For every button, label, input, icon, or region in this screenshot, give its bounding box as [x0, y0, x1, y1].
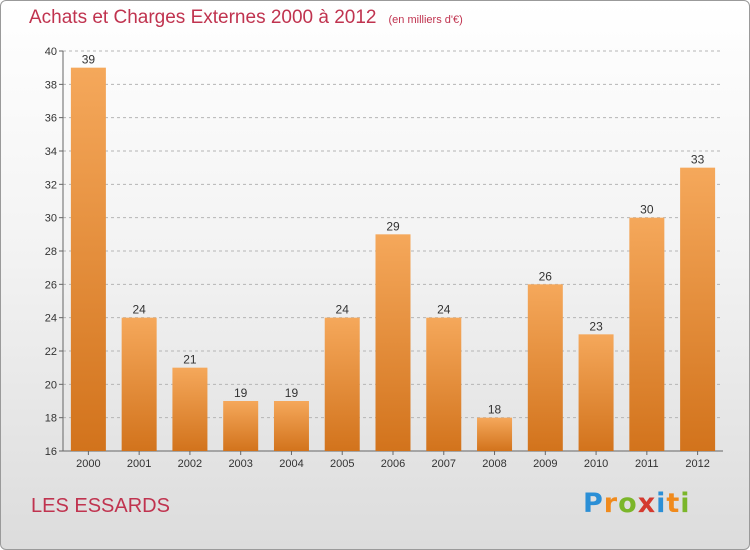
y-tick-label: 36 — [45, 113, 57, 125]
brand-letter: x — [637, 488, 657, 519]
bar — [527, 284, 563, 451]
bar-value-label: 24 — [437, 303, 451, 317]
bar-value-label: 26 — [539, 269, 553, 283]
bar — [121, 317, 157, 451]
bar-value-label: 30 — [640, 203, 654, 217]
y-tick-label: 18 — [45, 413, 57, 425]
brand-logo: Proxiti — [583, 488, 691, 519]
title-row: Achats et Charges Externes 2000 à 2012 (e… — [29, 7, 463, 29]
bar-value-label: 19 — [234, 386, 248, 400]
x-tick-label: 2003 — [228, 458, 252, 470]
y-tick-label: 28 — [45, 246, 57, 258]
y-tick-label: 34 — [45, 146, 57, 158]
bar — [324, 317, 360, 451]
commune-name: LES ESSARDS — [31, 495, 170, 517]
x-tick-label: 2000 — [76, 458, 100, 470]
y-tick-label: 20 — [45, 379, 57, 391]
y-tick-label: 22 — [45, 346, 57, 358]
bar-value-label: 24 — [132, 303, 146, 317]
y-tick-label: 16 — [45, 446, 57, 458]
bar — [426, 317, 462, 451]
bar — [223, 401, 259, 451]
x-tick-label: 2002 — [178, 458, 202, 470]
bar-value-label: 23 — [589, 319, 603, 333]
brand-letter: i — [680, 488, 691, 519]
brand-letter: r — [603, 488, 619, 519]
bar — [680, 167, 716, 451]
brand-letter: t — [666, 488, 681, 519]
y-tick-label: 30 — [45, 213, 57, 225]
bar — [629, 217, 665, 451]
bars — [70, 67, 716, 452]
bar — [70, 67, 106, 452]
bar — [375, 234, 411, 451]
x-tick-label: 2010 — [584, 458, 608, 470]
brand-letter: i — [656, 488, 667, 519]
bar-value-label: 39 — [82, 53, 96, 67]
bar-value-label: 24 — [336, 303, 350, 317]
x-tick-label: 2012 — [685, 458, 709, 470]
x-tick-label: 2001 — [127, 458, 151, 470]
x-tick-label: 2007 — [432, 458, 456, 470]
x-tick-label: 2009 — [533, 458, 557, 470]
y-tick-label: 40 — [45, 46, 57, 58]
bar — [273, 401, 309, 451]
x-tick-label: 2004 — [279, 458, 303, 470]
bar-value-label: 18 — [488, 403, 502, 417]
bar-value-label: 19 — [285, 386, 299, 400]
bar — [172, 367, 208, 451]
labels: 16 18 20 22 24 26 28 30 32 34 36 38 40 39 2000 24 2001 21… — [45, 46, 710, 470]
bar-value-label: 21 — [183, 353, 197, 367]
y-tick-label: 38 — [45, 79, 57, 91]
brand-letter: P — [583, 488, 604, 519]
y-tick-label: 32 — [45, 179, 57, 191]
brand-letter: o — [618, 488, 638, 519]
x-tick-label: 2011 — [635, 458, 659, 470]
x-tick-label: 2005 — [330, 458, 354, 470]
bar — [477, 417, 513, 451]
x-tick-label: 2006 — [381, 458, 405, 470]
x-tick-label: 2008 — [482, 458, 506, 470]
y-tick-label: 26 — [45, 279, 57, 291]
bar-value-label: 29 — [386, 219, 400, 233]
chart-subtitle: (en milliers d'€) — [388, 14, 463, 26]
y-tick-label: 24 — [45, 313, 57, 325]
chart-title: Achats et Charges Externes 2000 à 2012 — [29, 7, 377, 28]
bar-value-label: 33 — [691, 153, 705, 167]
bar — [578, 334, 614, 451]
